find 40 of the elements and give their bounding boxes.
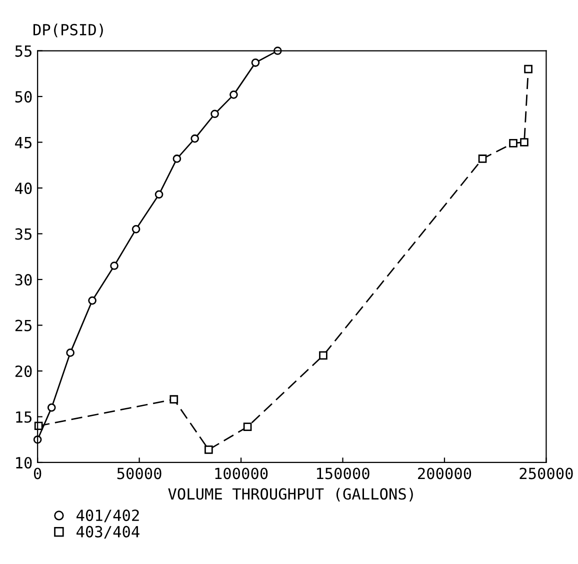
point [190, 134, 200, 143]
point [88, 296, 96, 305]
y-tick-label: 20 [15, 365, 32, 378]
x-tick-label: 200000 [418, 468, 472, 480]
point [210, 110, 219, 118]
point [524, 64, 532, 74]
point [478, 154, 487, 163]
x-tick-label: 150000 [316, 468, 370, 480]
point [66, 348, 74, 357]
y-tick-label: 10 [16, 456, 32, 469]
point [251, 58, 260, 67]
legend-label: 401/402 [76, 510, 139, 522]
y-axis-title: DP(PSID) [34, 24, 103, 38]
point [172, 154, 182, 163]
point [34, 422, 43, 430]
y-tick-label: 45 [15, 136, 32, 148]
legend-label: 403/404 [76, 526, 140, 539]
x-tick-label: 250000 [520, 468, 573, 480]
point [47, 403, 56, 412]
point [154, 190, 164, 199]
point [230, 90, 238, 99]
point [319, 351, 328, 360]
x-tick-label: 0 [34, 468, 42, 480]
x-tick-label: 50000 [117, 468, 162, 480]
point [243, 422, 252, 431]
y-tick-label: 50 [15, 91, 32, 103]
point [204, 446, 213, 454]
y-tick-label: 30 [15, 274, 32, 286]
point [520, 138, 528, 146]
y-tick-label: 35 [15, 228, 32, 240]
point [132, 225, 140, 234]
y-tick-label: 40 [15, 182, 32, 194]
point [509, 139, 518, 148]
y-tick-label: 55 [15, 45, 32, 57]
x-axis-title: VOLUME THROUGHPUT (GALLONS) [168, 488, 413, 502]
y-tick-label: 25 [15, 320, 32, 332]
y-tick-label: 15 [16, 411, 32, 423]
point [170, 395, 178, 404]
point [110, 262, 118, 270]
x-tick-label: 100000 [215, 468, 268, 480]
